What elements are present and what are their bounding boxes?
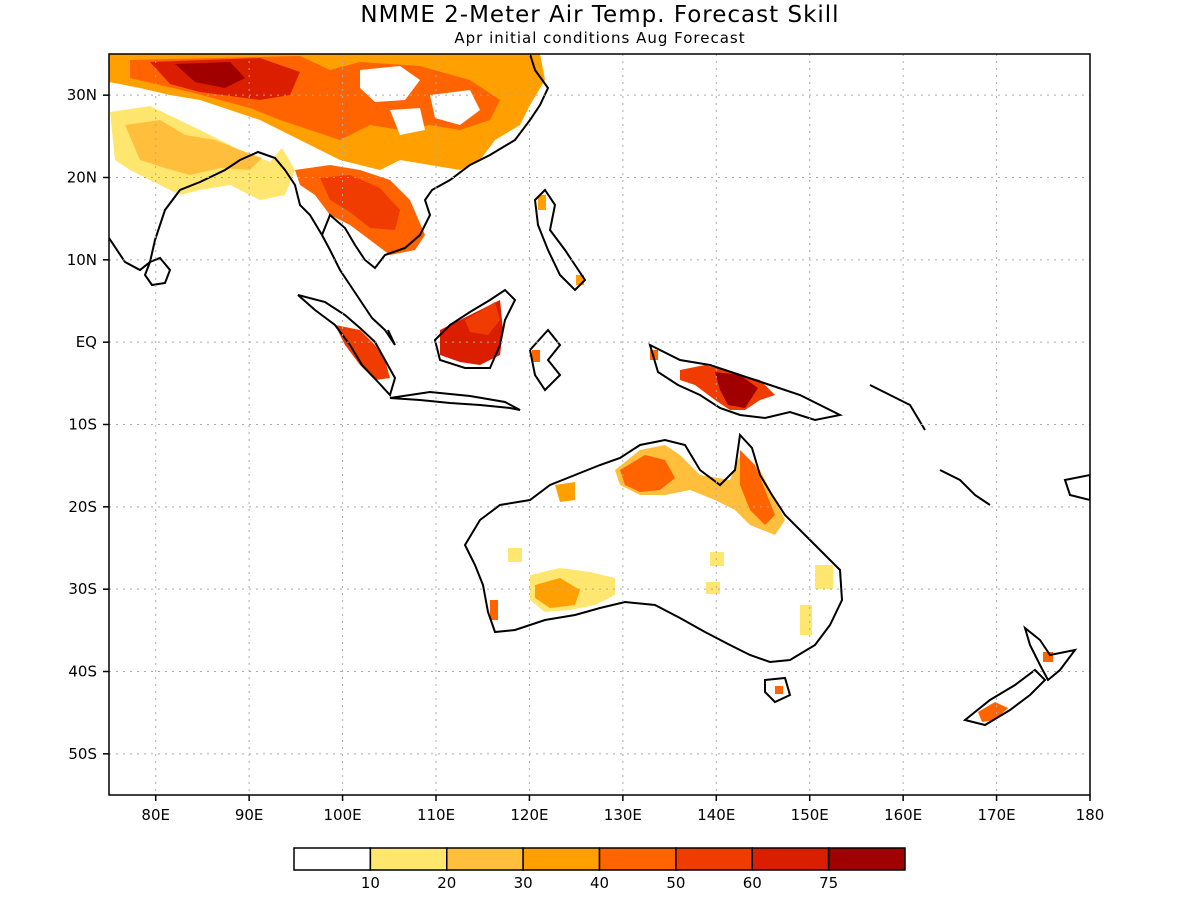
lon-tick-label: 110E <box>417 806 455 824</box>
colorbar-label: 20 <box>437 874 456 892</box>
shade-sulawesi <box>532 350 540 362</box>
colorbar-swatch <box>675 847 753 871</box>
lat-axis: 30N 20N 10N EQ 10S 20S 30S 40S 50S <box>67 86 109 763</box>
colorbar-label: 30 <box>514 874 533 892</box>
lat-tick-label: 30N <box>67 86 97 104</box>
shade-sw-wa <box>490 600 498 620</box>
lat-tick-label: EQ <box>76 333 97 351</box>
coast-fiji <box>1063 473 1090 502</box>
coastlines <box>109 54 1090 727</box>
colorbar-swatch <box>293 847 372 871</box>
lon-tick-label: 170E <box>978 806 1016 824</box>
shade-china-gap2 <box>430 90 480 125</box>
lon-tick-label: 120E <box>510 806 548 824</box>
shade-saus-30 <box>535 578 580 608</box>
shade-wa-dot <box>508 548 522 562</box>
coast-vanuatu <box>939 469 991 506</box>
shade-china-gap1 <box>360 66 420 102</box>
lat-tick-label: 10S <box>68 416 97 434</box>
coast-solomons <box>869 384 926 431</box>
colorbar-swatch <box>446 847 524 871</box>
shade-ng-75 <box>715 372 758 408</box>
coast-south-asia <box>109 150 396 346</box>
coast-sumatra <box>297 294 397 397</box>
lon-tick-label: 160E <box>884 806 922 824</box>
shade-ca-dot1 <box>710 552 724 566</box>
lat-tick-label: 20S <box>68 498 97 516</box>
shade-philippines <box>538 195 546 210</box>
colorbar-swatch <box>522 847 601 871</box>
coast-australia <box>463 432 844 664</box>
coast-tasmania <box>764 676 792 704</box>
coast-sulawesi <box>528 328 562 392</box>
shade-nsw <box>800 605 812 635</box>
coast-east-asia <box>321 54 550 270</box>
colorbar-label: 60 <box>743 874 762 892</box>
colorbar-swatch <box>598 847 677 871</box>
colorbar-swatch <box>369 847 448 871</box>
shade-nz-north <box>1043 652 1053 662</box>
chart-subtitle: Apr initial conditions Aug Forecast <box>454 29 746 47</box>
shade-naus-40 <box>620 455 675 492</box>
colorbar-swatch <box>827 847 906 871</box>
shade-india-20 <box>125 120 262 175</box>
shade-indochina-50 <box>320 175 400 230</box>
colorbar-swatch <box>751 847 830 871</box>
shade-borneo-50 <box>465 302 500 335</box>
shade-ca-dot2 <box>706 582 720 594</box>
shade-sumatra-50 <box>335 325 390 380</box>
shade-nz-south <box>978 702 1008 722</box>
lon-tick-label: 80E <box>141 806 170 824</box>
lon-tick-label: 130E <box>604 806 642 824</box>
colorbar-label: 10 <box>361 874 380 892</box>
shade-ea-coast <box>815 565 833 589</box>
colorbar: 10 20 30 40 50 60 75 <box>293 847 906 892</box>
lat-tick-label: 30S <box>68 580 97 598</box>
chart-title: NMME 2-Meter Air Temp. Forecast Skill <box>360 2 840 28</box>
coast-borneo <box>433 288 517 369</box>
lon-tick-label: 100E <box>324 806 362 824</box>
shade-china-gap3 <box>390 108 425 135</box>
coast-nz-north <box>1023 625 1078 682</box>
coast-new-guinea <box>648 343 844 422</box>
lon-tick-label: 180 <box>1076 806 1105 824</box>
shade-tibet-75 <box>175 62 245 88</box>
lat-tick-label: 20N <box>67 169 97 187</box>
colorbar-label: 50 <box>666 874 685 892</box>
shade-tasmania <box>775 686 783 694</box>
grid-lines <box>109 54 1090 795</box>
lat-tick-label: 10N <box>67 251 97 269</box>
shade-kimberley <box>555 482 575 502</box>
lon-axis: 80E 90E 100E 110E 120E 130E 140E 150E 160E 170E 18… <box>141 795 1104 824</box>
colorbar-label: 40 <box>590 874 609 892</box>
lon-tick-label: 150E <box>791 806 829 824</box>
colorbar-label: 75 <box>819 874 838 892</box>
lon-tick-label: 140E <box>697 806 735 824</box>
shade-mindanao <box>576 275 584 285</box>
coast-java <box>389 390 521 411</box>
coast-sri-lanka <box>143 256 172 287</box>
coast-nz-south <box>962 668 1047 727</box>
lon-tick-label: 90E <box>235 806 264 824</box>
lat-tick-label: 50S <box>68 745 97 763</box>
lat-tick-label: 40S <box>68 663 97 681</box>
coast-philippines <box>533 188 587 292</box>
shade-qld-40 <box>740 450 775 525</box>
